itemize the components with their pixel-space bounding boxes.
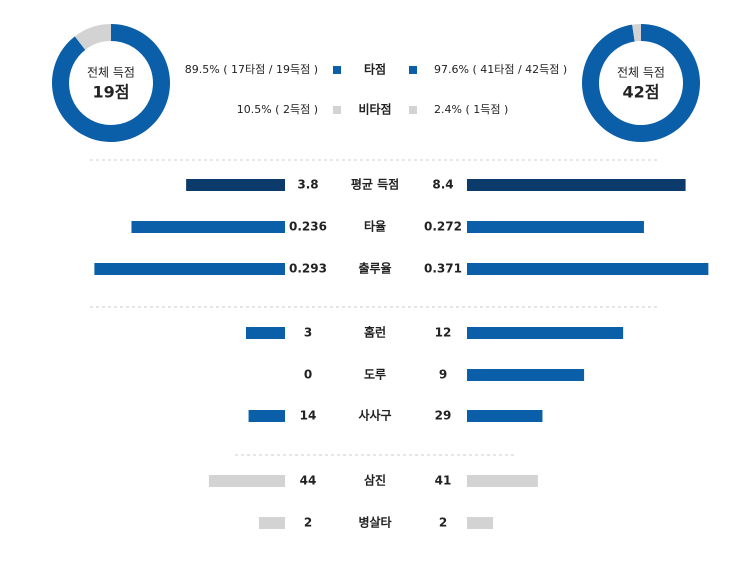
value-left: 0 (304, 368, 312, 382)
bar-left (208, 475, 285, 487)
bar-left (186, 179, 285, 191)
legend-swatch (333, 106, 341, 114)
value-right: 0.371 (424, 262, 462, 276)
bar-right (467, 475, 538, 487)
stat-name: 평균 득점 (351, 177, 399, 192)
donut-label: 전체 득점 (87, 66, 135, 80)
value-left: 2 (304, 516, 312, 530)
legend-name: 타점 (364, 62, 386, 77)
bar-left (245, 327, 285, 339)
value-left: 3 (304, 326, 312, 340)
value-right: 0.272 (424, 220, 462, 234)
value-right: 29 (435, 409, 452, 423)
value-right: 2 (439, 516, 447, 530)
donut-segment (632, 24, 641, 42)
stat-name: 삼진 (364, 473, 386, 488)
legend-swatch (333, 66, 341, 74)
donut-segment (74, 24, 111, 50)
donut-total: 42점 (623, 83, 660, 102)
legend-value: 97.6% ( 41타점 / 42득점 ) (434, 63, 567, 76)
bar-right (467, 410, 543, 422)
stat-name: 타율 (364, 219, 386, 234)
stat-name: 병살타 (358, 515, 391, 530)
value-left: 0.293 (289, 262, 327, 276)
value-left: 14 (300, 409, 317, 423)
legend-value: 10.5% ( 2득점 ) (237, 103, 318, 116)
bar-right (467, 221, 644, 233)
stat-name: 출루율 (358, 261, 391, 276)
stat-name: 사사구 (358, 408, 391, 423)
value-right: 9 (439, 368, 447, 382)
value-left: 0.236 (289, 220, 327, 234)
legend-name: 비타점 (358, 102, 391, 117)
bar-right (467, 263, 709, 275)
bar-right (467, 327, 624, 339)
bar-right (467, 517, 494, 529)
value-left: 44 (300, 474, 317, 488)
value-right: 12 (435, 326, 452, 340)
bar-left (94, 263, 285, 275)
legend-value: 89.5% ( 17타점 / 19득점 ) (185, 63, 318, 76)
value-right: 8.4 (432, 178, 453, 192)
stat-name: 홈런 (364, 325, 386, 340)
donut-total: 19점 (93, 83, 130, 102)
donut-label: 전체 득점 (617, 66, 665, 80)
legend-swatch (409, 106, 417, 114)
bar-left (248, 410, 285, 422)
bar-left (131, 221, 285, 233)
bar-right (467, 369, 585, 381)
value-right: 41 (435, 474, 452, 488)
stat-name: 도루 (364, 368, 386, 382)
bar-right (467, 179, 686, 191)
bar-left (258, 517, 285, 529)
value-left: 3.8 (297, 178, 318, 192)
legend-swatch (409, 66, 417, 74)
legend-value: 2.4% ( 1득점 ) (434, 103, 508, 116)
